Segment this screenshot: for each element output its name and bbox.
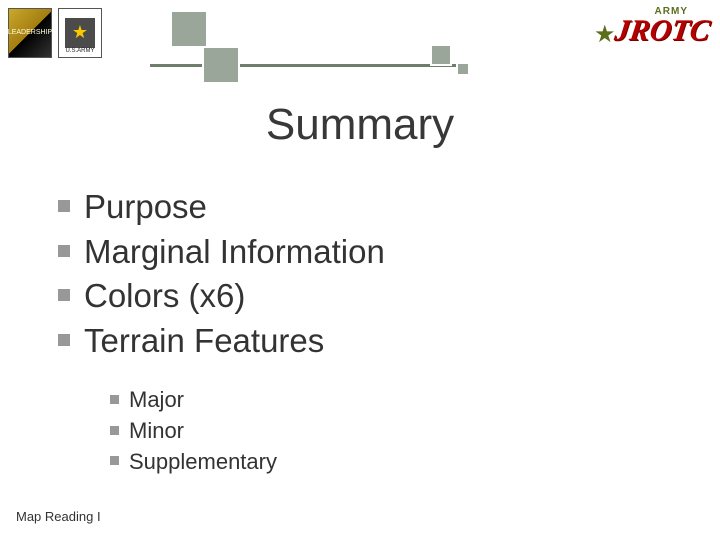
decor-square bbox=[202, 46, 240, 84]
bullet-text: Marginal Information bbox=[84, 233, 385, 270]
bullet-text: Major bbox=[129, 387, 184, 412]
bullet-list-level1: Purpose Marginal Information Colors (x6)… bbox=[58, 185, 618, 363]
bullet-text: Minor bbox=[129, 418, 184, 443]
slide-title: Summary bbox=[0, 100, 720, 150]
bullet-area: Purpose Marginal Information Colors (x6)… bbox=[58, 185, 618, 478]
us-army-badge: ★ U.S.ARMY bbox=[58, 8, 102, 58]
bullet-text: Terrain Features bbox=[84, 322, 324, 359]
footer-text: Map Reading I bbox=[16, 509, 101, 524]
bullet-text: Purpose bbox=[84, 188, 207, 225]
logo-main-text: JROTC bbox=[613, 17, 712, 44]
header-decor bbox=[150, 10, 480, 80]
header-badges: LEADERSHIP ★ U.S.ARMY bbox=[8, 8, 102, 58]
list-item: Marginal Information bbox=[58, 230, 618, 275]
list-item: Purpose bbox=[58, 185, 618, 230]
list-item: Minor bbox=[110, 416, 618, 447]
list-item: Terrain Features bbox=[58, 319, 618, 364]
list-item: Colors (x6) bbox=[58, 274, 618, 319]
decor-square bbox=[430, 44, 452, 66]
army-star-icon: ★ bbox=[65, 18, 95, 48]
list-item: Supplementary bbox=[110, 447, 618, 478]
bullet-text: Supplementary bbox=[129, 449, 277, 474]
badge-army-label: U.S.ARMY bbox=[65, 48, 94, 55]
decor-rule bbox=[150, 64, 470, 67]
leadership-badge: LEADERSHIP bbox=[8, 8, 52, 58]
bullet-text: Colors (x6) bbox=[84, 277, 245, 314]
jrotc-logo: ARMY ★ JROTC bbox=[580, 6, 710, 61]
decor-square bbox=[456, 62, 470, 76]
bullet-list-level2: Major Minor Supplementary bbox=[110, 385, 618, 477]
list-item: Major bbox=[110, 385, 618, 416]
decor-square bbox=[170, 10, 208, 48]
badge-label: LEADERSHIP bbox=[8, 29, 52, 37]
